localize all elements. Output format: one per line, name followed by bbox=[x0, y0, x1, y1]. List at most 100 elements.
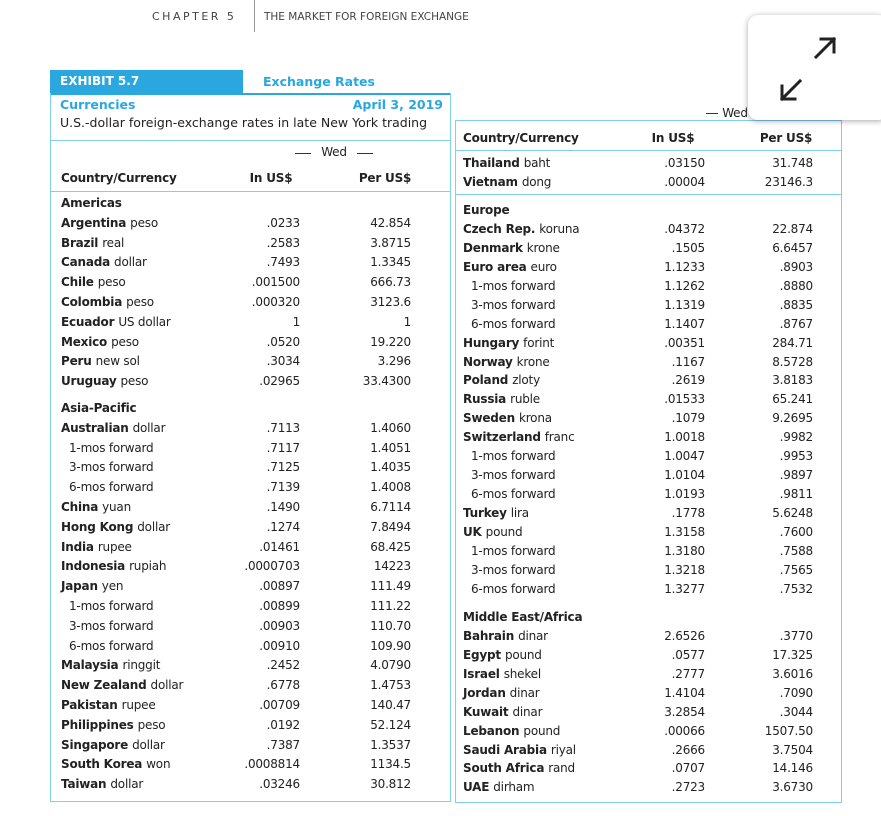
currency: euro bbox=[530, 259, 557, 274]
country: South Korea bbox=[61, 757, 143, 772]
per-usd: .3770 bbox=[779, 628, 814, 643]
country: Indonesia bbox=[61, 559, 126, 574]
in-usd: 1.1319 bbox=[664, 297, 705, 312]
expand-button[interactable] bbox=[748, 15, 881, 120]
country: Brazil bbox=[61, 235, 99, 250]
in-usd: .1274 bbox=[266, 519, 301, 534]
rule bbox=[455, 120, 842, 121]
currency: dollar bbox=[150, 678, 184, 693]
dash bbox=[295, 153, 311, 154]
per-usd: .7565 bbox=[779, 562, 814, 577]
column-header: Country/Currency bbox=[463, 131, 579, 145]
forward-label: 1-mos forward bbox=[471, 278, 556, 293]
in-usd: .0233 bbox=[266, 215, 301, 230]
per-usd: 111.22 bbox=[370, 599, 411, 613]
in-usd: .01461 bbox=[259, 539, 300, 554]
currency: dinar bbox=[518, 628, 548, 643]
in-usd: .7117 bbox=[266, 440, 301, 455]
country: Hungary bbox=[463, 335, 520, 350]
currency: real bbox=[102, 235, 125, 250]
in-usd: .0000703 bbox=[244, 559, 300, 574]
in-usd: .2583 bbox=[266, 235, 301, 250]
per-usd: 52.124 bbox=[370, 717, 411, 732]
currency: rand bbox=[548, 761, 575, 776]
column-header: In US$ bbox=[249, 171, 293, 185]
country: Saudi Arabia bbox=[463, 742, 547, 757]
per-usd: 1.4060 bbox=[370, 420, 411, 435]
in-usd: .02965 bbox=[259, 374, 300, 389]
day-label: Wed bbox=[722, 106, 748, 120]
in-usd: .0577 bbox=[671, 647, 706, 662]
exhibit-label: EXHIBIT 5.7 bbox=[60, 74, 140, 88]
forward-label: 6-mos forward bbox=[471, 581, 556, 596]
currency: rupee bbox=[121, 698, 156, 712]
in-usd: .03246 bbox=[259, 777, 300, 792]
currency: rupee bbox=[97, 539, 132, 554]
right-border bbox=[841, 120, 842, 803]
country: Chile bbox=[61, 275, 94, 290]
per-usd: 110.70 bbox=[370, 618, 411, 633]
per-usd: 22.874 bbox=[772, 221, 813, 236]
rule bbox=[455, 194, 842, 195]
country: Bahrain bbox=[463, 628, 515, 643]
in-usd: .7125 bbox=[266, 460, 301, 475]
forward-label: 1-mos forward bbox=[69, 440, 154, 455]
per-usd: 140.47 bbox=[370, 698, 411, 712]
in-usd: 1.3277 bbox=[664, 581, 705, 596]
country: Denmark bbox=[463, 240, 523, 255]
column-header: Per US$ bbox=[759, 131, 813, 145]
per-usd: .8835 bbox=[779, 297, 814, 312]
in-usd: .01533 bbox=[664, 392, 705, 407]
in-usd: 1.3158 bbox=[664, 525, 705, 540]
in-usd: .2666 bbox=[671, 742, 706, 757]
per-usd: 1507.50 bbox=[764, 723, 813, 738]
per-usd: 284.71 bbox=[772, 335, 813, 350]
currency: dirham bbox=[493, 780, 535, 795]
subtitle: Currencies bbox=[60, 97, 136, 112]
per-usd: 1.3537 bbox=[370, 737, 411, 752]
dash bbox=[706, 113, 718, 114]
in-usd: .1167 bbox=[671, 354, 706, 369]
per-usd: 1.4035 bbox=[370, 460, 411, 475]
in-usd: 3.2854 bbox=[664, 704, 705, 719]
in-usd: .00066 bbox=[664, 723, 705, 738]
per-usd: 19.220 bbox=[370, 334, 411, 349]
in-usd: 1.3218 bbox=[664, 562, 705, 577]
day-label: Wed bbox=[321, 145, 347, 159]
currency: yuan bbox=[102, 500, 131, 514]
in-usd: 2.6526 bbox=[664, 628, 705, 643]
in-usd: .0707 bbox=[671, 761, 706, 776]
country: Taiwan bbox=[61, 777, 107, 792]
country: Poland bbox=[463, 373, 509, 388]
in-usd: 1.3180 bbox=[664, 544, 705, 558]
currency: dollar bbox=[137, 519, 170, 534]
per-usd: 9.2695 bbox=[772, 411, 813, 426]
per-usd: 30.812 bbox=[370, 777, 411, 792]
in-usd: .2452 bbox=[266, 658, 301, 673]
country: Czech Rep. bbox=[463, 221, 536, 236]
currency: forint bbox=[523, 335, 555, 350]
currency: dinar bbox=[509, 685, 540, 700]
country: Singapore bbox=[61, 737, 129, 752]
in-usd: .1490 bbox=[266, 500, 301, 514]
forward-label: 3-mos forward bbox=[471, 297, 556, 312]
section-name: Americas bbox=[61, 196, 122, 210]
in-usd: .04372 bbox=[664, 221, 705, 236]
in-usd: .00351 bbox=[664, 335, 705, 350]
per-usd: 4.0790 bbox=[370, 658, 411, 673]
in-usd: .00004 bbox=[664, 174, 705, 189]
running-title: THE MARKET FOR FOREIGN EXCHANGE bbox=[264, 11, 469, 23]
currency: baht bbox=[523, 156, 551, 170]
section-name: Asia-Pacific bbox=[61, 401, 137, 415]
in-usd: 1.1262 bbox=[664, 278, 705, 293]
per-usd: 31.748 bbox=[772, 156, 813, 170]
per-usd: 1.4753 bbox=[370, 678, 411, 693]
per-usd: 23146.3 bbox=[764, 174, 813, 189]
country: Pakistan bbox=[61, 698, 118, 712]
per-usd: 3123.6 bbox=[370, 295, 411, 309]
country: Norway bbox=[463, 354, 513, 369]
in-usd: .1079 bbox=[671, 411, 706, 426]
per-usd: 17.325 bbox=[772, 647, 813, 662]
right-border bbox=[455, 120, 456, 803]
